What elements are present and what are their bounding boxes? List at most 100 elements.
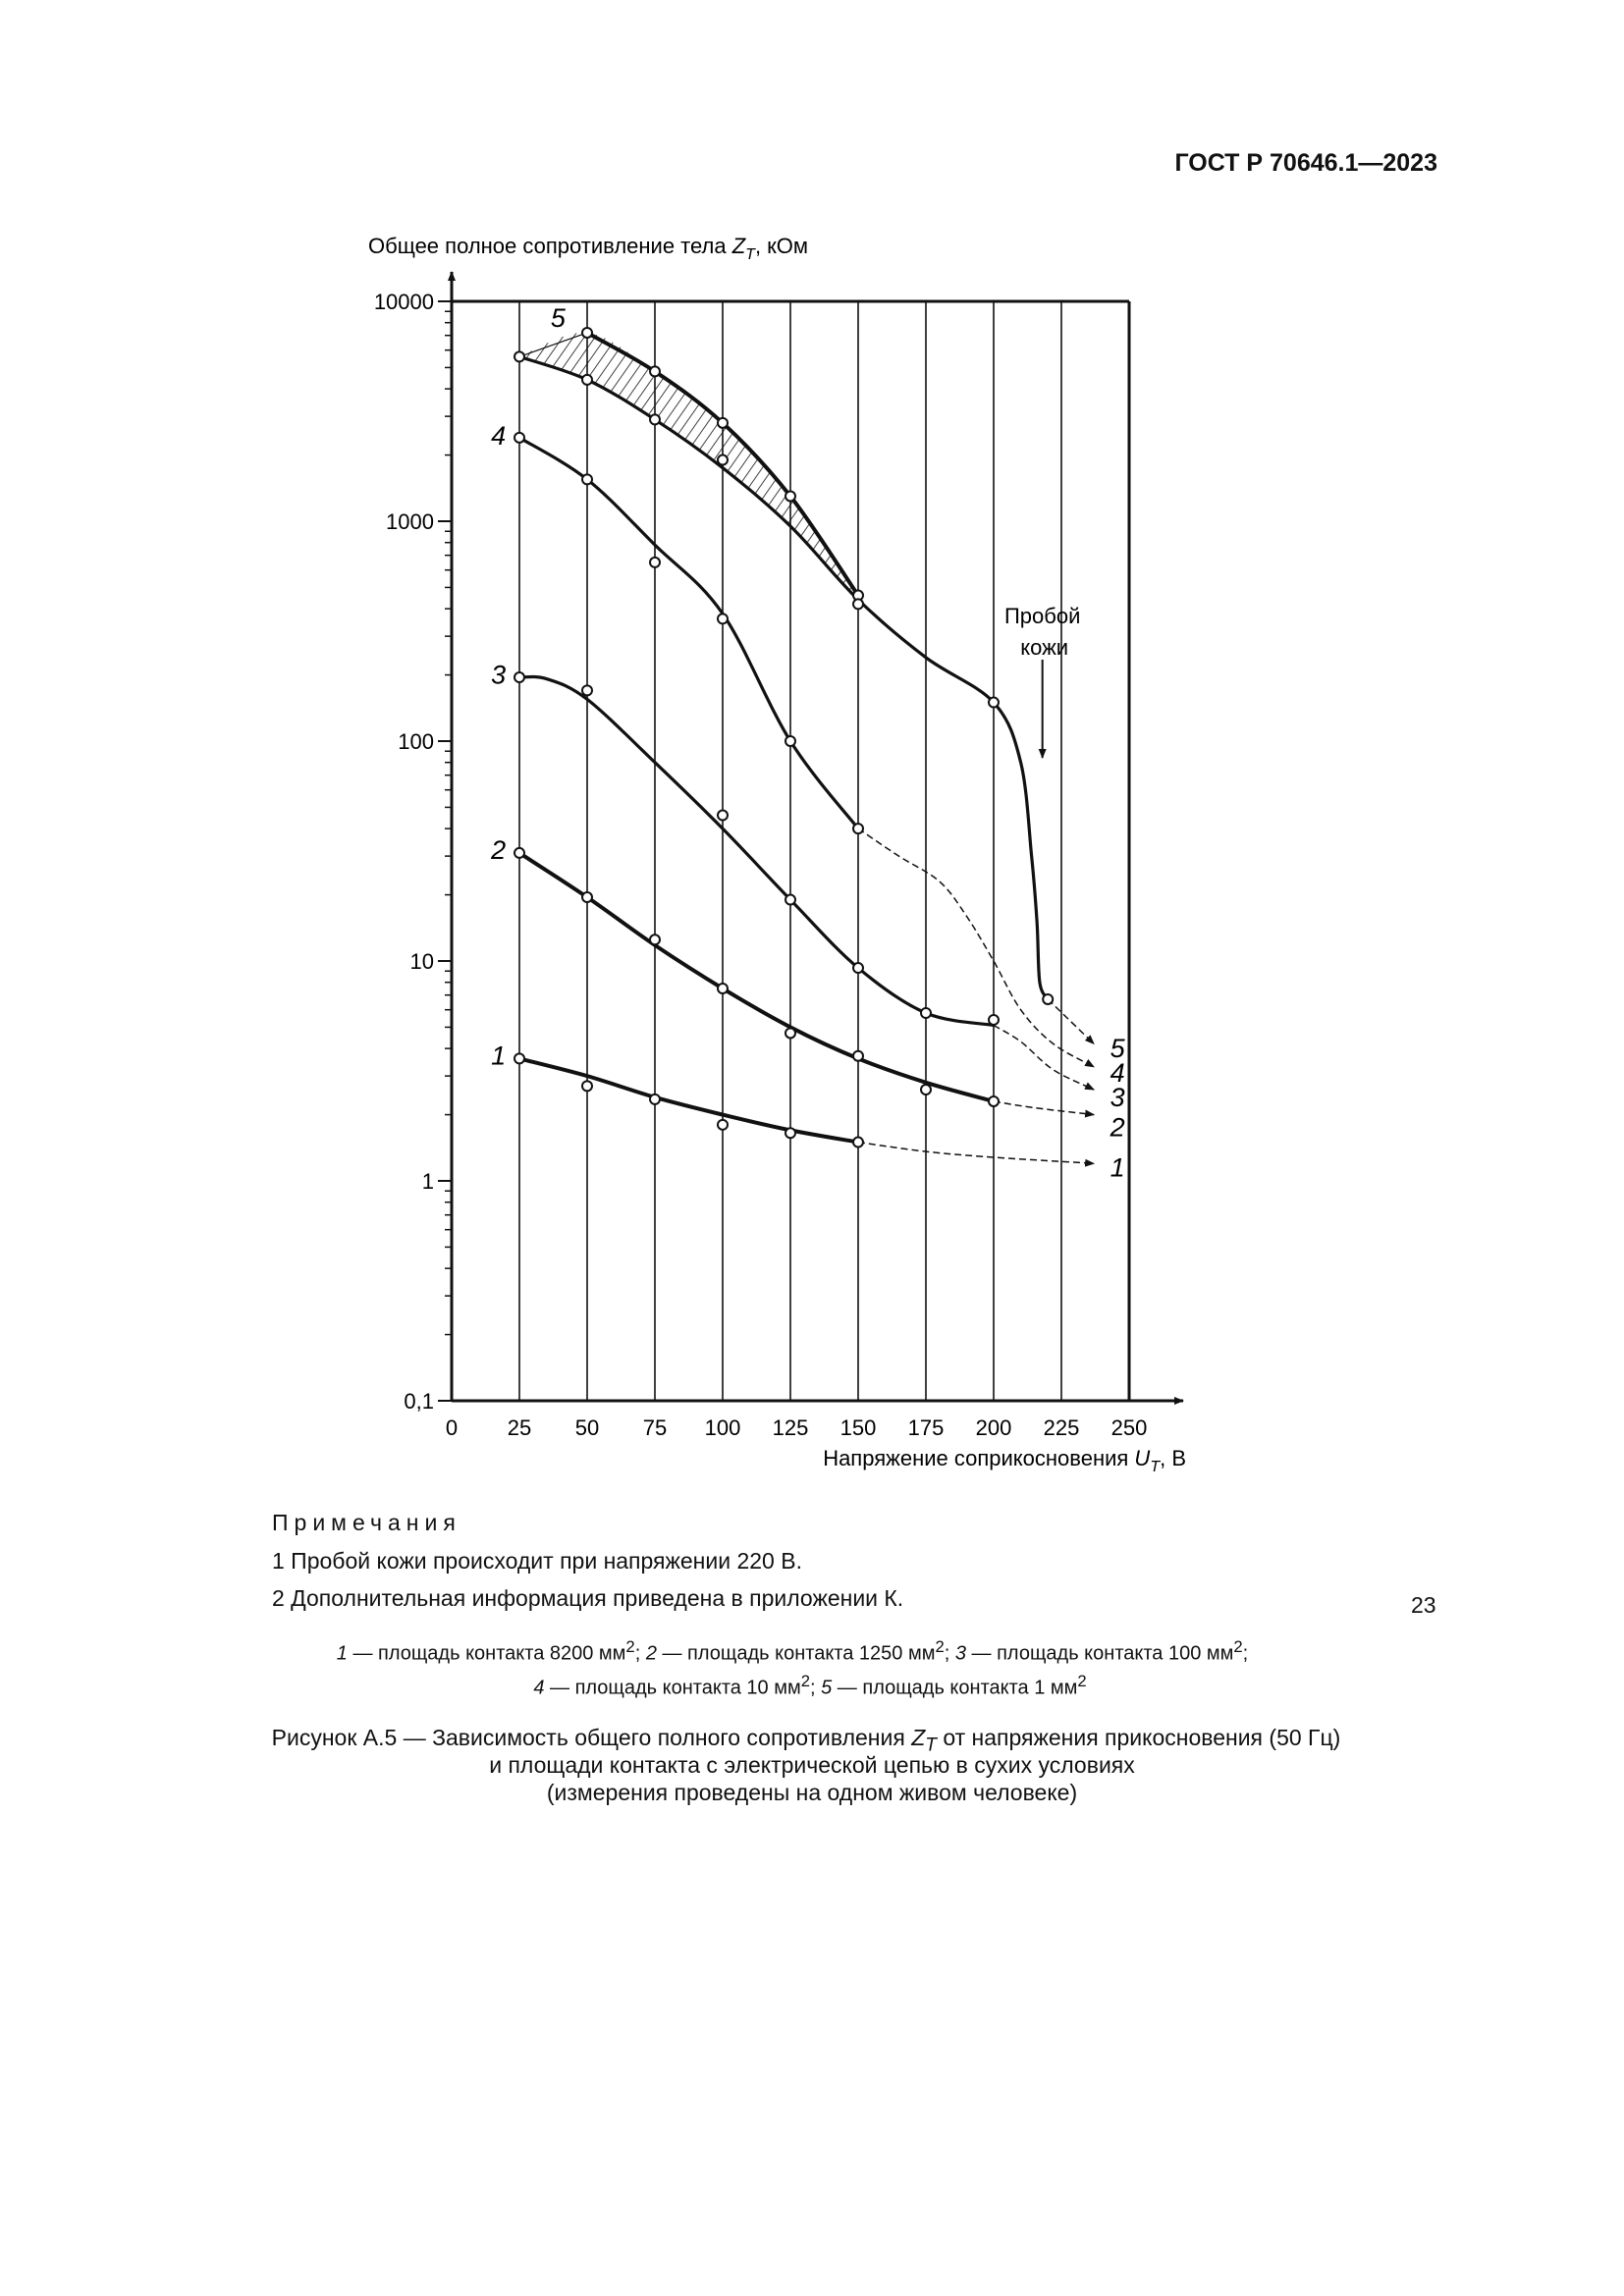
separator: ;	[810, 1677, 822, 1699]
data-point	[514, 350, 525, 363]
data-point	[988, 1013, 1000, 1026]
data-point	[649, 934, 661, 946]
data-point	[920, 1006, 932, 1019]
legend-number: 5	[821, 1677, 833, 1699]
data-point	[514, 671, 525, 684]
data-point	[514, 431, 525, 444]
legend-number: 4	[533, 1677, 545, 1699]
series-label: 2	[490, 835, 506, 865]
series-end-label: 2	[1110, 1113, 1125, 1143]
note-item: 2 Дополнительная информация приведена в …	[272, 1585, 904, 1611]
series-label: 1	[491, 1041, 506, 1071]
legend-number: 1	[336, 1642, 348, 1665]
x-tick-label: 25	[508, 1415, 531, 1440]
separator: ;	[1242, 1642, 1249, 1665]
series-3: 33	[491, 661, 1125, 1112]
figure-caption-line: (измерения проведены на одном живом чело…	[546, 1780, 1078, 1805]
superscript: 2	[1233, 1637, 1243, 1656]
x-tick-label: 200	[976, 1415, 1012, 1440]
superscript: 2	[800, 1672, 810, 1690]
data-point	[649, 365, 661, 378]
data-point	[581, 326, 593, 339]
data-point	[717, 454, 729, 466]
x-tick-label: 50	[575, 1415, 599, 1440]
series-end-label: 1	[1110, 1152, 1125, 1182]
data-point	[785, 1127, 796, 1140]
series-label: 4	[491, 421, 506, 451]
superscript: 2	[935, 1637, 945, 1656]
series-label: 3	[491, 661, 506, 690]
chart: Общее полное сопротивление тела ZT, кОм …	[368, 234, 1186, 1475]
figure-caption-line: и площади контакта с электрической цепью…	[489, 1752, 1135, 1778]
series-line	[517, 851, 995, 1103]
figure-caption: Рисунок А.5 — Зависимость общего полного…	[271, 1725, 1341, 1756]
data-point	[581, 473, 593, 486]
annotation-text: Пробой	[1004, 604, 1080, 628]
series-line	[518, 1056, 859, 1145]
data-point	[581, 891, 593, 904]
extrapolation-line	[1047, 998, 1095, 1045]
note-item: 1 Пробой кожи происходит при напряжении …	[272, 1548, 802, 1574]
legend-text: — площадь контакта 1 мм	[832, 1677, 1078, 1699]
data-point	[852, 1049, 864, 1062]
annotation-text: кожи	[1020, 635, 1068, 660]
document-id: ГОСТ Р 70646.1—2023	[1174, 149, 1437, 177]
data-point	[852, 1136, 864, 1148]
data-point	[717, 416, 729, 429]
series-label: 5	[551, 303, 567, 333]
series-end-label: 3	[1110, 1083, 1125, 1112]
extrapolation-line	[993, 1100, 1096, 1118]
data-point	[785, 490, 796, 503]
data-point	[581, 1080, 593, 1093]
separator: ;	[944, 1642, 955, 1665]
y-tick-label: 1	[422, 1169, 434, 1194]
legend-line: 4 — площадь контакта 10 мм2; 5 — площадь…	[0, 1672, 1622, 1700]
data-point	[717, 982, 729, 994]
series-line	[518, 436, 860, 830]
data-point	[717, 613, 729, 625]
legend-number: 2	[645, 1642, 657, 1665]
data-point	[649, 413, 661, 426]
series-upper-line	[586, 331, 860, 597]
x-tick-label: 100	[705, 1415, 741, 1440]
data-point	[514, 846, 525, 859]
extrapolation-line	[993, 1024, 1096, 1091]
x-tick-label: 75	[643, 1415, 667, 1440]
extrapolation-line	[857, 1141, 1096, 1167]
x-tick-label: 150	[840, 1415, 877, 1440]
legend-text: — площадь контакта 1250 мм	[656, 1642, 936, 1665]
series-2: 22	[490, 835, 1125, 1143]
x-tick-label: 250	[1111, 1415, 1148, 1440]
data-point	[785, 893, 796, 906]
data-point	[1042, 992, 1055, 1005]
y-tick-label: 1000	[386, 509, 434, 534]
data-point	[717, 1118, 729, 1131]
skin-breakdown-annotation: Пробой кожи	[1004, 604, 1080, 759]
data-point	[920, 1084, 932, 1096]
legend-number: 3	[954, 1642, 966, 1665]
superscript: 2	[625, 1637, 635, 1656]
data-point	[514, 1052, 525, 1065]
data-point	[649, 556, 661, 568]
series-line	[518, 674, 995, 1028]
series-end-label: 5	[1110, 1034, 1126, 1063]
legend-text: — площадь контакта 100 мм	[965, 1642, 1234, 1665]
data-point	[852, 823, 864, 835]
page-number: 23	[1411, 1592, 1436, 1618]
data-point	[581, 684, 593, 697]
hatch-boundary	[518, 332, 588, 357]
x-tick-label: 175	[908, 1415, 945, 1440]
data-point	[852, 962, 864, 975]
notes-title: Примечания	[272, 1510, 461, 1535]
y-tick-label: 10	[410, 949, 434, 974]
x-axis-label: Напряжение соприкосновения UT, В	[823, 1446, 1186, 1475]
extrapolation-line	[857, 828, 1095, 1068]
data-point	[649, 1093, 661, 1105]
legend-text: — площадь контакта 10 мм	[544, 1677, 801, 1699]
data-point	[852, 598, 864, 611]
x-tick-label: 225	[1044, 1415, 1080, 1440]
series-5: 55	[514, 303, 1126, 1063]
series-1: 11	[491, 1041, 1125, 1183]
data-point	[785, 735, 796, 747]
series-4: 44	[491, 421, 1125, 1088]
